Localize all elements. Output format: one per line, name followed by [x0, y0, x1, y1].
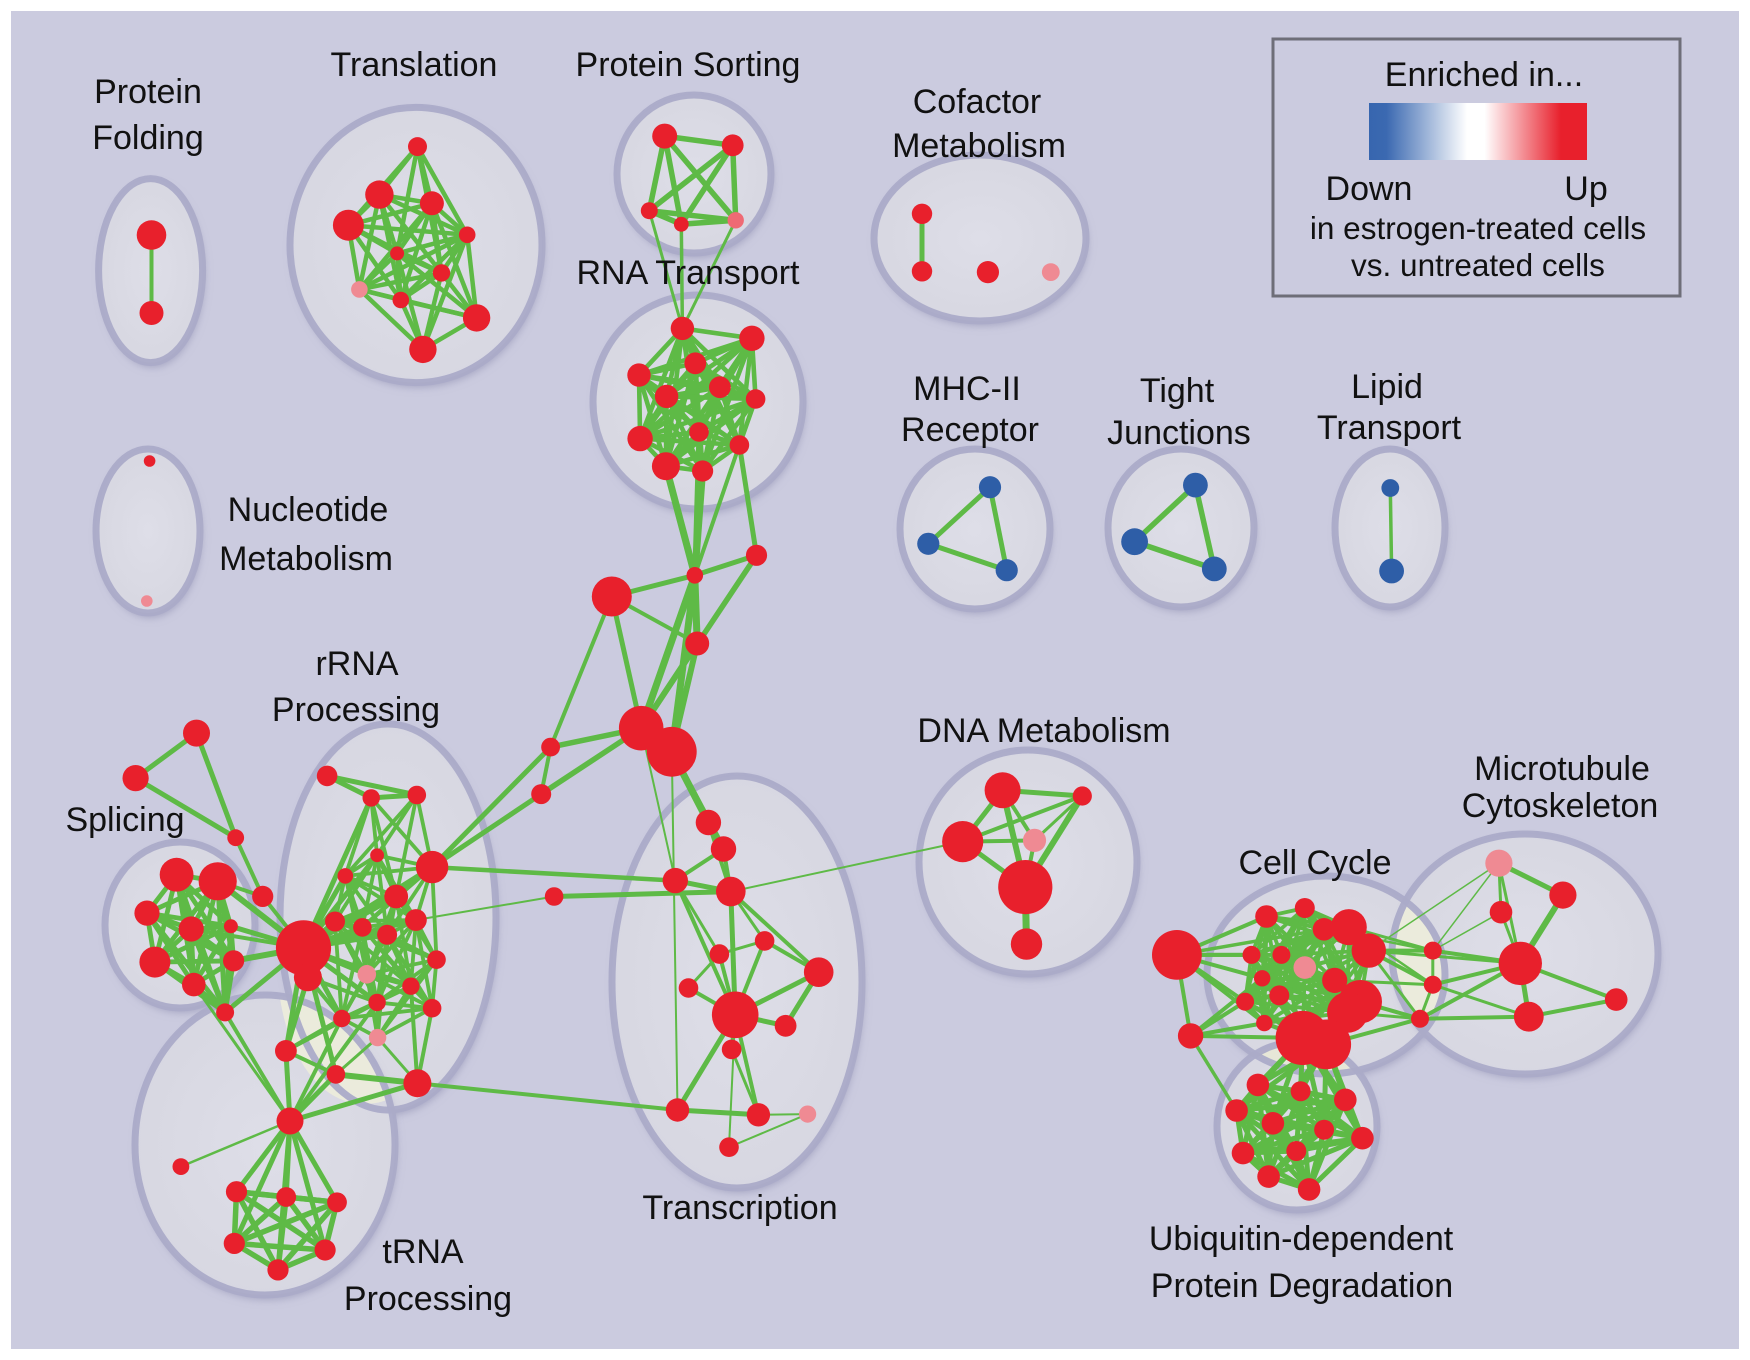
svg-text:Cofactor: Cofactor — [913, 83, 1042, 121]
svg-text:Transport: Transport — [1317, 409, 1462, 447]
svg-text:Translation: Translation — [331, 46, 498, 84]
svg-text:RNA Transport: RNA Transport — [577, 254, 801, 292]
svg-text:Cell Cycle: Cell Cycle — [1238, 844, 1391, 882]
svg-text:Receptor: Receptor — [901, 411, 1039, 449]
svg-text:vs. untreated cells: vs. untreated cells — [1351, 247, 1605, 283]
svg-text:Down: Down — [1326, 170, 1413, 208]
svg-text:Microtubule: Microtubule — [1474, 750, 1650, 788]
svg-text:MHC-II: MHC-II — [913, 370, 1021, 408]
svg-text:Up: Up — [1564, 170, 1607, 208]
svg-text:Folding: Folding — [92, 119, 204, 157]
svg-text:Nucleotide: Nucleotide — [228, 491, 389, 529]
svg-text:Metabolism: Metabolism — [219, 540, 393, 578]
svg-text:Splicing: Splicing — [65, 801, 184, 839]
svg-text:Protein Degradation: Protein Degradation — [1151, 1267, 1453, 1305]
svg-text:in estrogen-treated cells: in estrogen-treated cells — [1310, 210, 1646, 246]
svg-text:tRNA: tRNA — [382, 1233, 464, 1271]
svg-text:Processing: Processing — [344, 1280, 512, 1318]
svg-text:Metabolism: Metabolism — [892, 127, 1066, 165]
svg-text:Processing: Processing — [272, 691, 440, 729]
svg-text:rRNA: rRNA — [315, 645, 398, 683]
svg-text:Cytoskeleton: Cytoskeleton — [1462, 787, 1659, 825]
svg-text:DNA Metabolism: DNA Metabolism — [917, 712, 1170, 750]
svg-text:Transcription: Transcription — [642, 1189, 837, 1227]
svg-text:Tight: Tight — [1140, 372, 1215, 410]
svg-text:Protein: Protein — [94, 73, 202, 111]
svg-text:Enriched in...: Enriched in... — [1385, 56, 1583, 94]
svg-text:Junctions: Junctions — [1107, 414, 1251, 452]
svg-text:Lipid: Lipid — [1351, 368, 1423, 406]
svg-text:Ubiquitin-dependent: Ubiquitin-dependent — [1149, 1220, 1454, 1258]
svg-text:Protein Sorting: Protein Sorting — [576, 46, 801, 84]
